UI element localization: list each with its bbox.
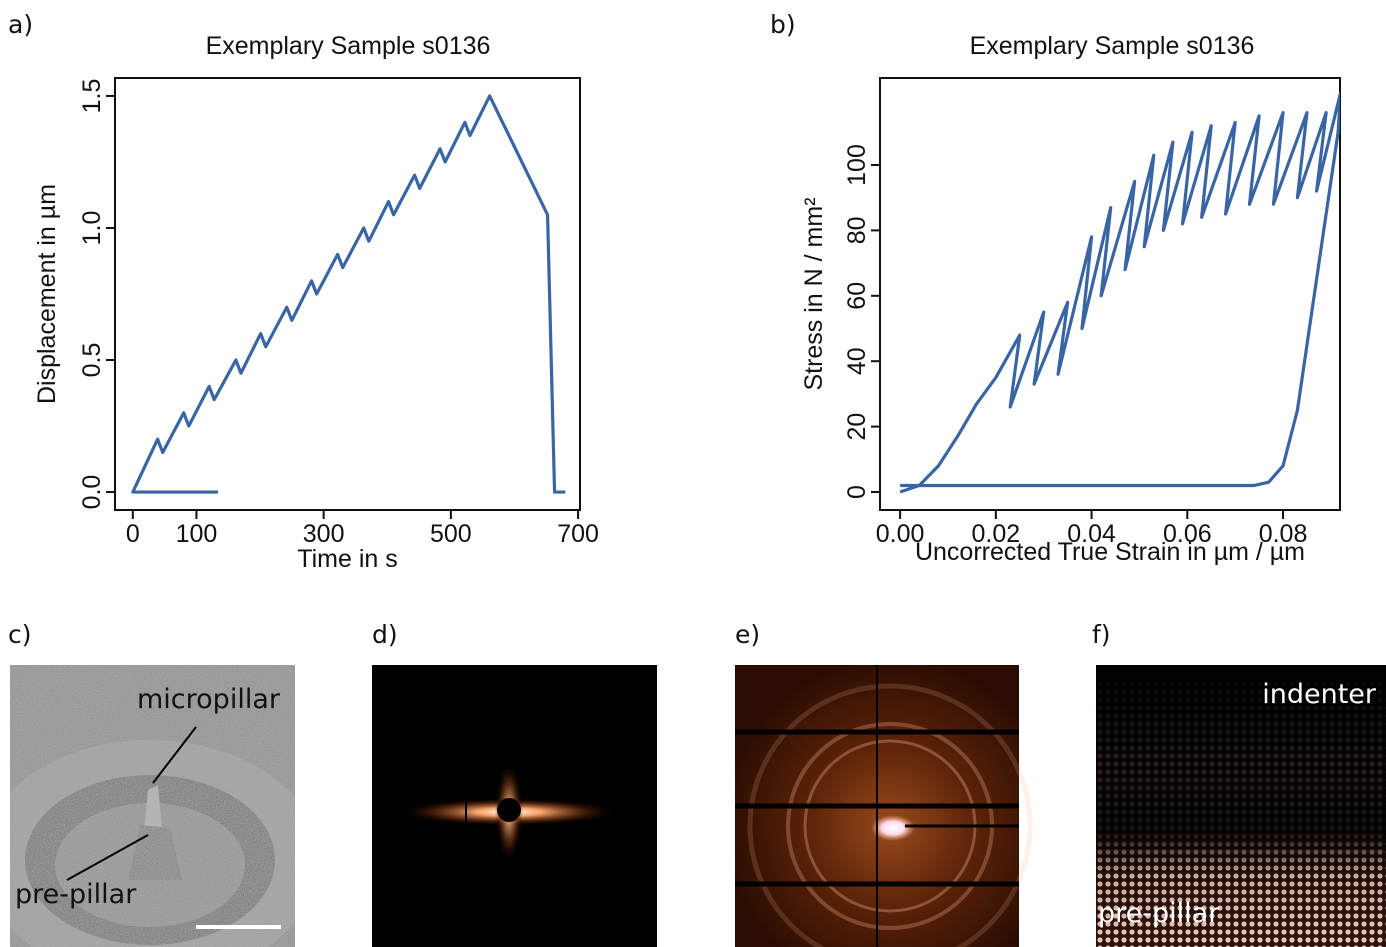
y-tick-label: 0.0 [78, 475, 106, 510]
panel-label: b) [770, 10, 796, 39]
y-tick-label: 80 [843, 216, 871, 244]
y-tick-label: 1.0 [78, 211, 106, 246]
x-tick-label: 0.08 [1259, 520, 1308, 548]
y-tick-label: 60 [843, 282, 871, 310]
pointer [152, 726, 197, 784]
diffraction-image [735, 665, 1033, 947]
y-tick-label: 1.5 [78, 79, 106, 114]
x-tick-label: 700 [557, 520, 599, 548]
panel-label: f) [1092, 620, 1111, 649]
panel-label: e) [735, 620, 760, 649]
x-tick-label: 100 [176, 520, 218, 548]
x-tick-label: 300 [303, 520, 345, 548]
x-tick-label: 0.06 [1163, 520, 1212, 548]
x-tick-label: 0.02 [972, 520, 1021, 548]
data-line [131, 94, 566, 494]
chart-title: Exemplary Sample s0136 [206, 32, 491, 60]
y-tick-label: 20 [843, 413, 871, 441]
data-line [899, 91, 1340, 494]
pointer [66, 834, 149, 881]
simulation-image [1096, 665, 1386, 947]
x-tick-label: 0.04 [1067, 520, 1116, 548]
plot-frame [114, 77, 581, 511]
diffraction-image [372, 665, 657, 947]
annotation: micropillar [137, 684, 281, 715]
plot-frame [879, 77, 1341, 511]
y-axis-label: Stress in N / mm² [800, 197, 828, 390]
x-tick-label: 0 [126, 520, 140, 548]
annotation: pre-pillar [15, 879, 137, 910]
y-tick-label: 40 [843, 347, 871, 375]
x-tick-label: 0.00 [876, 520, 925, 548]
x-axis-label: Time in s [297, 545, 397, 573]
panel-label: d) [372, 620, 398, 649]
y-tick-label: 100 [843, 144, 871, 186]
y-axis-label: Displacement in µm [33, 184, 61, 404]
panel-label: c) [8, 620, 32, 649]
annotation: pre-pillar [1098, 898, 1220, 929]
sem-image [10, 665, 295, 947]
x-tick-label: 500 [430, 520, 472, 548]
y-tick-label: 0 [843, 485, 871, 499]
panel-label: a) [8, 10, 33, 39]
annotation: indenter [1262, 679, 1377, 710]
y-tick-label: 0.5 [78, 343, 106, 378]
x-axis-label: Uncorrected True Strain in µm / µm [915, 538, 1305, 566]
chart-title: Exemplary Sample s0136 [970, 32, 1255, 60]
